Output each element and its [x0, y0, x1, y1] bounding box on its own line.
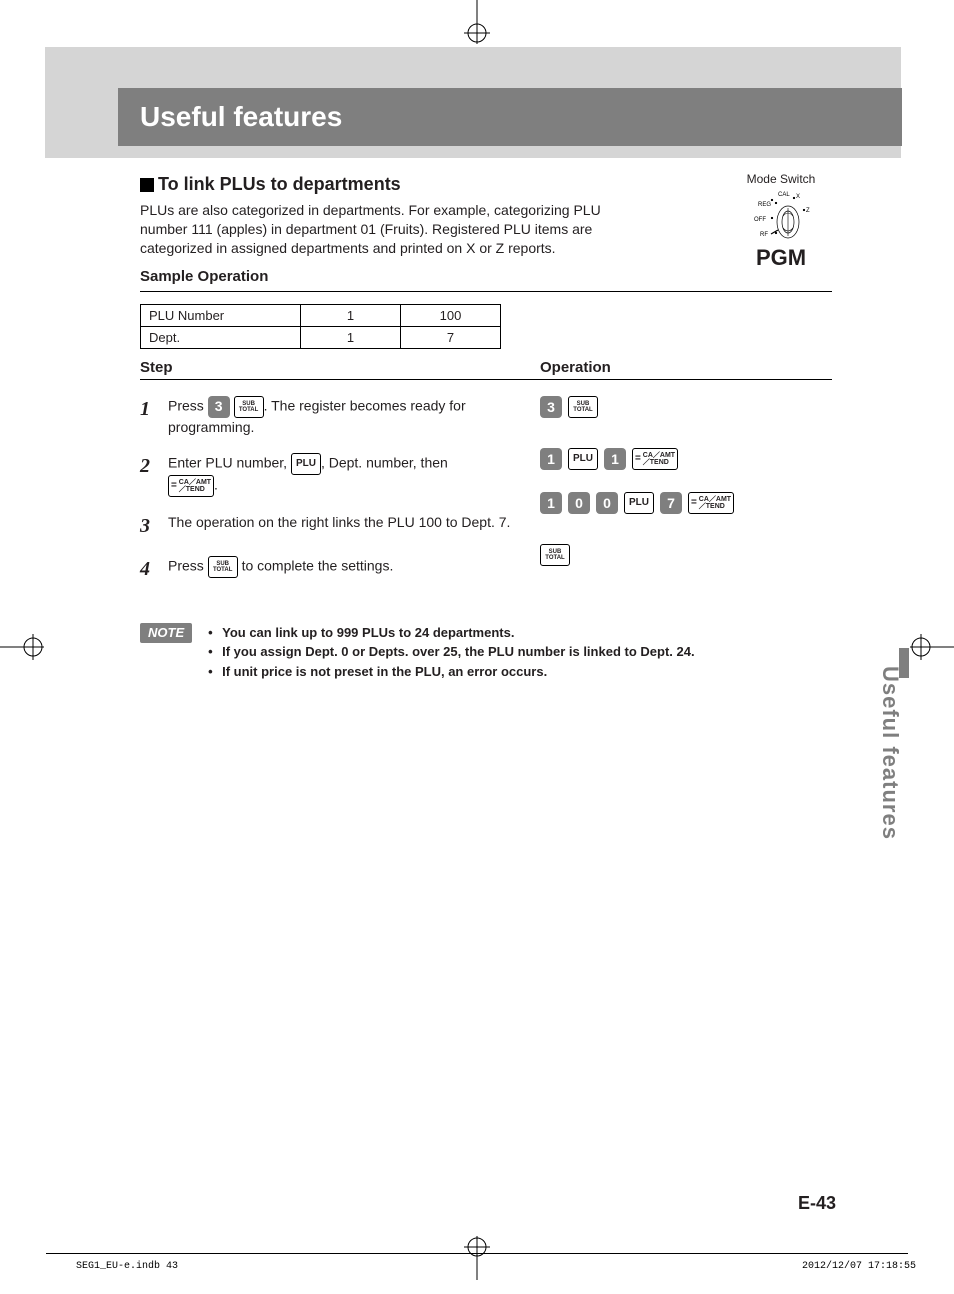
key-subtotal-icon: SUBTOTAL — [208, 556, 238, 578]
step-3: 3 The operation on the right links the P… — [140, 513, 540, 540]
key-subtotal-icon: SUBTOTAL — [568, 396, 598, 418]
note-section: NOTE You can link up to 999 PLUs to 24 d… — [140, 623, 832, 682]
sample-operation-heading: Sample Operation — [140, 268, 832, 285]
step-number: 3 — [140, 513, 158, 540]
operation-row: 3 SUBTOTAL — [540, 396, 832, 418]
content-area: To link PLUs to departments PLUs are als… — [140, 174, 832, 681]
key-7-icon: 7 — [660, 492, 682, 514]
footer-line — [46, 1253, 908, 1254]
key-ca-amt-tend-icon: =CA／AMT／TEND — [168, 475, 214, 497]
crop-mark-left — [0, 610, 44, 684]
step-text: Press SUBTOTAL to complete the settings. — [168, 556, 540, 583]
key-1-icon: 1 — [540, 492, 562, 514]
footer-left: SEG1_EU-e.indb 43 — [76, 1261, 178, 1272]
step-4: 4 Press SUBTOTAL to complete the setting… — [140, 556, 540, 583]
page-number: E-43 — [798, 1193, 836, 1214]
table-row: Dept. 1 7 — [141, 326, 501, 348]
operation-column: Operation 3SUBTOTAL1PLU1=CA／AMT／TEND100P… — [540, 359, 832, 599]
table-row: PLU Number 1 100 — [141, 304, 501, 326]
divider — [140, 291, 832, 292]
section-heading: To link PLUs to departments — [140, 174, 832, 195]
key-ca-amt-tend-icon: =CA／AMT／TEND — [632, 448, 678, 470]
intro-paragraph: PLUs are also categorized in departments… — [140, 201, 650, 258]
step-column-heading: Step — [140, 359, 540, 380]
table-cell: 100 — [401, 304, 501, 326]
table-cell: 1 — [301, 304, 401, 326]
table-cell: 1 — [301, 326, 401, 348]
page: Useful features Mode Switch CAL X REG Z … — [0, 0, 954, 1294]
key-plu-icon: PLU — [291, 453, 321, 475]
key-1-icon: 1 — [540, 448, 562, 470]
key-3-icon: 3 — [540, 396, 562, 418]
note-list: You can link up to 999 PLUs to 24 depart… — [208, 623, 694, 682]
key-plu-icon: PLU — [568, 448, 598, 470]
operation-column-heading: Operation — [540, 359, 832, 380]
key-subtotal-icon: SUBTOTAL — [540, 544, 570, 566]
side-tab: Useful features — [867, 648, 909, 908]
note-item: If unit price is not preset in the PLU, … — [208, 662, 694, 682]
key-ca-amt-tend-icon: =CA／AMT／TEND — [688, 492, 734, 514]
step-column: Step 1 Press 3 SUBTOTAL. The register be… — [140, 359, 540, 599]
note-item: You can link up to 999 PLUs to 24 depart… — [208, 623, 694, 643]
key-0-icon: 0 — [596, 492, 618, 514]
operation-row: 100PLU7=CA／AMT／TEND — [540, 492, 832, 514]
side-tab-text: Useful features — [877, 666, 903, 840]
step-number: 4 — [140, 556, 158, 583]
note-item: If you assign Dept. 0 or Depts. over 25,… — [208, 642, 694, 662]
step-number: 1 — [140, 396, 158, 437]
operation-row: 1 PLU 1 =CA／AMT／TEND — [540, 448, 832, 470]
square-bullet-icon — [140, 178, 154, 192]
step-operation-columns: Step 1 Press 3 SUBTOTAL. The register be… — [140, 359, 832, 599]
sample-table: PLU Number 1 100 Dept. 1 7 — [140, 304, 501, 349]
step-text: Press 3 SUBTOTAL. The register becomes r… — [168, 396, 540, 437]
key-plu-icon: PLU — [624, 492, 654, 514]
page-title: Useful features — [140, 101, 342, 133]
crop-mark-bottom — [440, 1236, 514, 1280]
crop-mark-right — [910, 610, 954, 684]
key-1-icon: 1 — [604, 448, 626, 470]
step-number: 2 — [140, 453, 158, 497]
footer-right: 2012/12/07 17:18:55 — [802, 1261, 916, 1272]
step-2: 2 Enter PLU number, PLU, Dept. number, t… — [140, 453, 540, 497]
crop-mark-top — [440, 0, 514, 44]
key-subtotal-icon: SUBTOTAL — [234, 396, 264, 418]
key-0-icon: 0 — [568, 492, 590, 514]
table-cell: PLU Number — [141, 304, 301, 326]
table-cell: Dept. — [141, 326, 301, 348]
operation-rows: 3SUBTOTAL1PLU1=CA／AMT／TEND100PLU7=CA／AMT… — [540, 396, 832, 566]
step-text: The operation on the right links the PLU… — [168, 513, 540, 540]
section-heading-text: To link PLUs to departments — [158, 174, 401, 195]
page-title-band: Useful features — [118, 88, 902, 146]
key-3-icon: 3 — [208, 396, 230, 418]
step-1: 1 Press 3 SUBTOTAL. The register becomes… — [140, 396, 540, 437]
operation-row: SUBTOTAL — [540, 544, 832, 566]
step-text: Enter PLU number, PLU, Dept. number, the… — [168, 453, 540, 497]
note-badge: NOTE — [140, 623, 192, 643]
table-cell: 7 — [401, 326, 501, 348]
footer: SEG1_EU-e.indb 43 2012/12/07 17:18:55 — [76, 1261, 916, 1272]
